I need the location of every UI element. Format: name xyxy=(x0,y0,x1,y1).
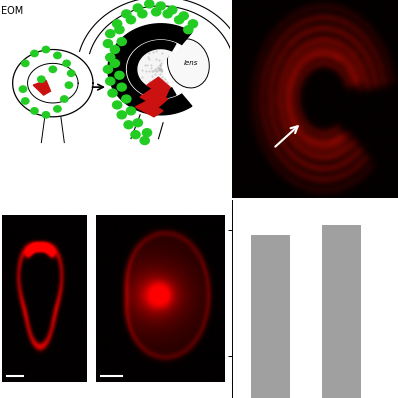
Circle shape xyxy=(124,121,133,129)
Circle shape xyxy=(19,86,27,92)
Circle shape xyxy=(68,70,75,76)
Circle shape xyxy=(184,26,193,34)
Circle shape xyxy=(133,4,142,12)
Polygon shape xyxy=(140,89,168,107)
Text: lens: lens xyxy=(183,60,198,66)
Circle shape xyxy=(115,26,124,34)
Circle shape xyxy=(105,77,115,85)
Circle shape xyxy=(133,119,142,127)
Circle shape xyxy=(21,98,29,104)
Circle shape xyxy=(179,12,188,20)
Circle shape xyxy=(142,129,152,137)
Circle shape xyxy=(108,89,117,97)
Circle shape xyxy=(113,20,122,28)
Circle shape xyxy=(188,20,197,28)
Polygon shape xyxy=(33,80,51,95)
Circle shape xyxy=(163,10,172,18)
Circle shape xyxy=(105,30,115,38)
Circle shape xyxy=(113,101,122,109)
Circle shape xyxy=(122,95,131,103)
Circle shape xyxy=(21,60,29,66)
Circle shape xyxy=(126,107,135,115)
Circle shape xyxy=(31,108,38,114)
Circle shape xyxy=(152,8,161,16)
Circle shape xyxy=(117,38,126,45)
Circle shape xyxy=(54,52,61,59)
Polygon shape xyxy=(126,39,181,100)
Circle shape xyxy=(138,10,147,18)
Circle shape xyxy=(42,46,50,53)
Polygon shape xyxy=(108,24,192,115)
Circle shape xyxy=(175,16,184,24)
Text: EOM: EOM xyxy=(1,6,23,16)
Ellipse shape xyxy=(168,39,209,88)
Circle shape xyxy=(105,53,115,61)
Circle shape xyxy=(122,10,131,18)
Circle shape xyxy=(117,83,126,91)
Circle shape xyxy=(110,45,119,53)
Circle shape xyxy=(103,65,113,73)
Circle shape xyxy=(38,76,45,82)
Circle shape xyxy=(63,60,70,66)
Circle shape xyxy=(65,82,72,88)
Circle shape xyxy=(110,59,119,67)
Polygon shape xyxy=(135,101,163,117)
Polygon shape xyxy=(137,49,172,90)
Circle shape xyxy=(42,112,50,118)
Polygon shape xyxy=(127,41,176,98)
Polygon shape xyxy=(147,77,170,97)
Circle shape xyxy=(60,96,68,102)
Circle shape xyxy=(49,66,57,72)
Circle shape xyxy=(115,71,124,79)
Circle shape xyxy=(126,16,135,24)
Circle shape xyxy=(168,6,177,14)
Circle shape xyxy=(131,131,140,139)
Circle shape xyxy=(156,2,166,10)
Circle shape xyxy=(145,0,154,8)
Bar xyxy=(251,235,290,398)
Circle shape xyxy=(140,137,149,144)
Circle shape xyxy=(31,50,38,57)
Circle shape xyxy=(54,106,61,112)
Bar xyxy=(322,225,361,398)
Circle shape xyxy=(103,40,113,47)
Circle shape xyxy=(117,111,126,119)
